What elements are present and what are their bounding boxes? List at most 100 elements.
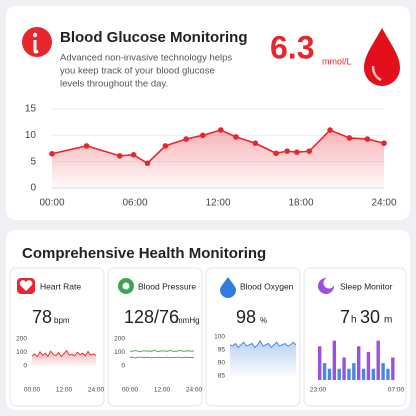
y-tick-label: 0 (121, 363, 125, 370)
bar (391, 357, 395, 380)
x-tick-label: 24:00 (186, 387, 203, 394)
marker (144, 160, 151, 167)
glucose-value: 6.3 (270, 29, 314, 65)
description: levels throughout the day. (60, 79, 168, 90)
card (107, 267, 203, 407)
bp-inner (122, 282, 130, 290)
marker (273, 150, 279, 157)
marker (346, 135, 353, 141)
bar (352, 363, 356, 380)
glucose-unit: mmol/L (322, 56, 352, 66)
card-value: 98 (236, 307, 256, 327)
bar (376, 340, 380, 380)
x-tick-label: 12:00 (205, 198, 230, 209)
line (129, 356, 195, 359)
area-fill (230, 340, 296, 376)
bar (337, 368, 341, 380)
marker (306, 148, 313, 154)
x-tick-label: 23:00 (310, 387, 327, 394)
bar (342, 357, 346, 380)
y-tick-label: 100 (114, 349, 125, 356)
bar (332, 340, 337, 380)
bar (357, 346, 361, 380)
marker (162, 143, 169, 149)
line (229, 340, 297, 349)
y-tick-label: 100 (16, 349, 27, 356)
y-tick-label: 85 (218, 373, 226, 380)
card-value: 78 (32, 307, 52, 327)
drop-shine (371, 65, 382, 82)
marker (183, 136, 189, 142)
x-tick-label: 00:00 (39, 198, 64, 209)
line (129, 349, 195, 353)
marker (381, 140, 387, 147)
bar (327, 368, 332, 380)
marker (327, 127, 333, 133)
marker (130, 152, 137, 158)
x-tick-label: 00:00 (122, 387, 139, 394)
bar (366, 351, 371, 380)
bar (318, 346, 322, 380)
y-tick-label: 10 (25, 130, 37, 141)
card-title: Heart Rate (40, 281, 81, 291)
marker (199, 132, 206, 139)
x-tick-label: 18:00 (288, 198, 313, 209)
card-unit: mmHg (176, 316, 200, 325)
y-tick-label: 90 (218, 360, 226, 367)
marker (49, 150, 55, 157)
card-value: 7 (340, 307, 350, 327)
card-unit: h (351, 315, 357, 326)
icon-dot (32, 32, 38, 38)
oxygen-icon (220, 277, 236, 298)
card-title: Sleep Monitor (340, 281, 393, 291)
y-tick-label: 200 (16, 336, 27, 343)
y-tick-label: 95 (218, 347, 226, 354)
x-tick-label: 06:00 (122, 198, 147, 209)
line (31, 349, 97, 358)
card-unit: bpm (54, 316, 70, 325)
heart-shape (19, 280, 33, 291)
x-tick-label: 00:00 (24, 387, 41, 394)
bar (386, 368, 390, 380)
card-value: 30 (360, 307, 380, 327)
y-tick-label: 0 (30, 183, 36, 194)
card-title: Blood Oxygen (240, 281, 294, 291)
marker (252, 140, 259, 147)
bar (347, 368, 351, 380)
icon-stroke (33, 40, 39, 54)
marker (233, 134, 239, 140)
section-title: Comprehensive Health Monitoring (22, 245, 266, 262)
card-unit: m (384, 315, 392, 326)
moon-cut (323, 277, 335, 289)
y-tick-label: 15 (25, 104, 37, 115)
marker (217, 127, 224, 133)
description: you keep track of your blood glucose (60, 66, 215, 77)
marker (284, 148, 290, 154)
y-tick-label: 200 (114, 336, 125, 343)
x-tick-label: 24:00 (371, 198, 396, 209)
x-tick-label: 07:00 (388, 387, 405, 394)
y-tick-label: 0 (23, 363, 27, 370)
bar (371, 368, 376, 380)
marker (116, 153, 123, 159)
bar (322, 363, 327, 380)
glucose-icon (22, 27, 52, 57)
card-title: Blood Pressure (138, 281, 196, 291)
area-fill (32, 350, 96, 366)
y-tick-label: 5 (30, 156, 36, 167)
bar (381, 363, 385, 380)
x-tick-label: 12:00 (56, 387, 73, 394)
description: Advanced non-invasive technology helps (60, 53, 232, 64)
marker (83, 143, 90, 149)
area-fill (52, 130, 384, 188)
title: Blood Glucose Monitoring (60, 29, 248, 46)
marker (364, 136, 371, 142)
bar (361, 368, 366, 380)
card (9, 267, 105, 407)
marker (294, 149, 300, 155)
card-value: 128/76 (124, 307, 179, 327)
x-tick-label: 12:00 (154, 387, 171, 394)
x-tick-label: 24:00 (88, 387, 105, 394)
